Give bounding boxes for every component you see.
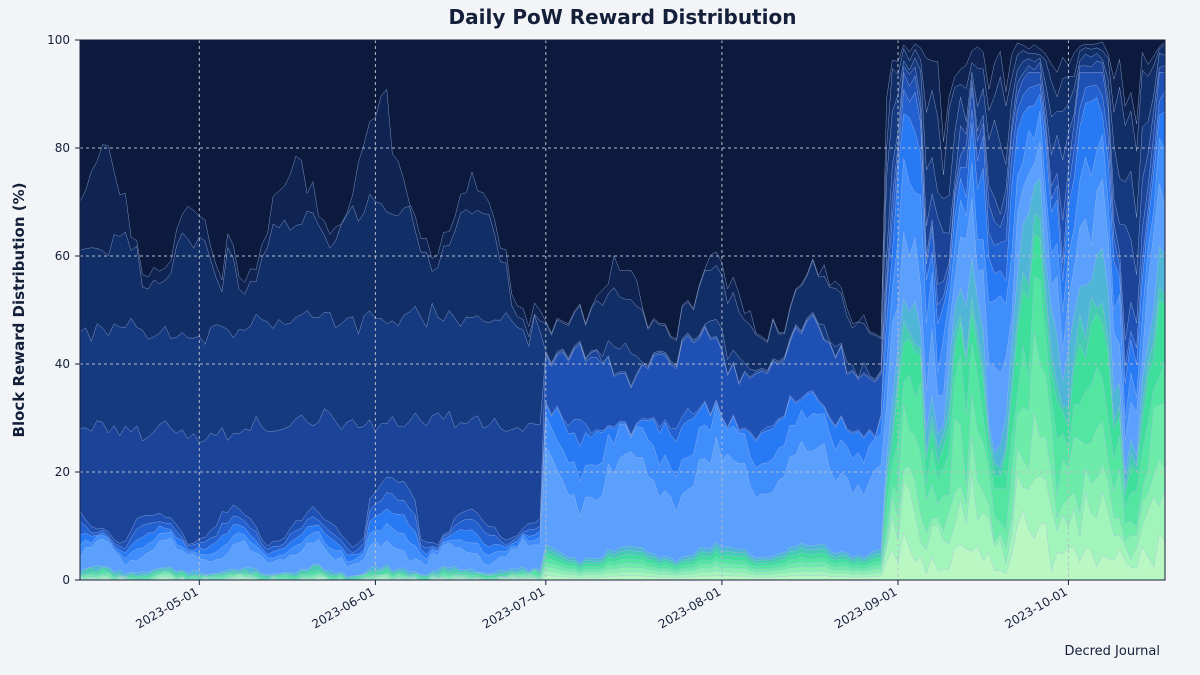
chart-title: Daily PoW Reward Distribution bbox=[449, 5, 797, 29]
y-tick-label: 20 bbox=[55, 465, 70, 479]
y-axis-label: Block Reward Distribution (%) bbox=[10, 183, 28, 438]
y-tick-label: 80 bbox=[55, 141, 70, 155]
y-tick-label: 40 bbox=[55, 357, 70, 371]
y-tick-label: 0 bbox=[62, 573, 70, 587]
y-tick-label: 60 bbox=[55, 249, 70, 263]
y-tick-label: 100 bbox=[47, 33, 70, 47]
credit-label: Decred Journal bbox=[1064, 644, 1160, 659]
